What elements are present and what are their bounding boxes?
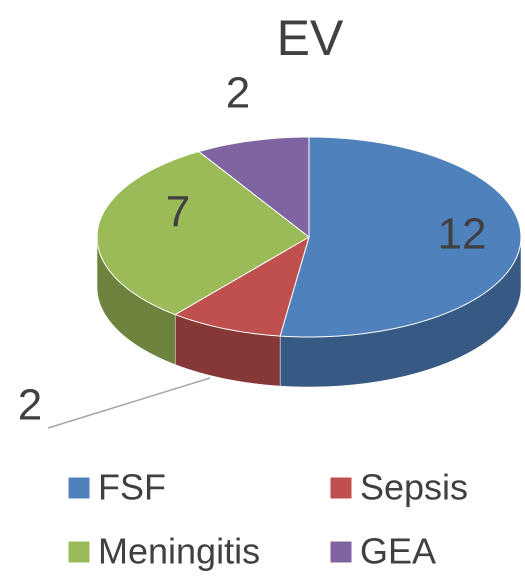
legend-swatch — [67, 540, 91, 564]
pie-slice — [197, 136, 310, 239]
legend-swatch — [329, 476, 353, 500]
pie-slice — [96, 151, 310, 316]
legend-label: GEA — [360, 531, 436, 572]
legend-swatch — [329, 540, 353, 564]
pie-slice — [174, 235, 310, 337]
legend-label: Sepsis — [360, 467, 468, 508]
legend-swatch — [67, 476, 91, 500]
legend-label: Meningitis — [98, 531, 260, 572]
legend-label: FSF — [98, 467, 166, 508]
data-label: 2 — [226, 69, 250, 118]
data-label: 7 — [166, 188, 190, 237]
data-label: 12 — [438, 210, 487, 259]
leader-line — [47, 377, 211, 429]
chart-title: EV — [277, 10, 344, 66]
pie-slice — [279, 136, 522, 338]
data-label: 2 — [18, 381, 42, 430]
